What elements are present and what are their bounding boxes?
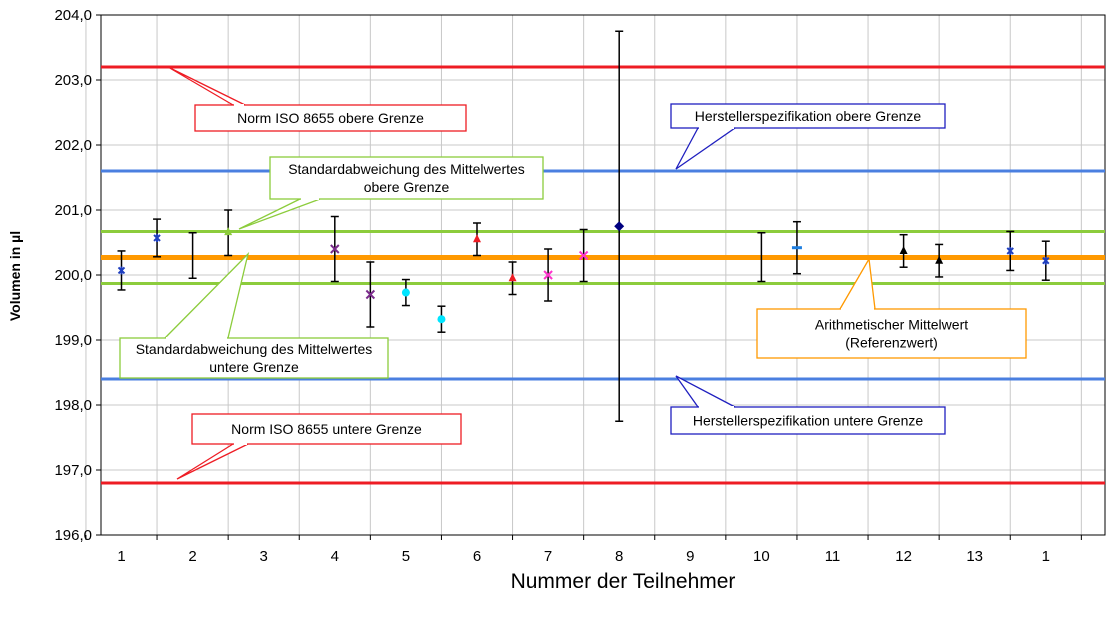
x-tick-label: 8 [615,548,623,565]
callouts: Norm ISO 8655 obere Grenze Norm ISO 8655 … [119,66,1027,480]
data-point [188,232,197,279]
callout-pointer [238,198,321,230]
marker-triangle [473,234,481,243]
marker-star [153,233,161,242]
callout-box [670,103,946,129]
marker-circle [401,288,410,297]
callout-text: Herstellerspezifikation untere Grenze [693,413,924,429]
marker-diamond [614,221,625,232]
callout-mittel: Arithmetischer Mittelwert (Referenzwert) [756,256,1027,359]
data-point [117,250,126,291]
callout-sd_unten: Standardabweichung des Mittelwertes unter… [119,251,389,379]
data-point [473,222,481,257]
callout-hs_oben: Herstellerspezifikation obere Grenze [670,103,946,170]
x-tick-label: 2 [188,548,196,565]
callout-text: Arithmetischer Mittelwert [815,317,968,333]
callout-sd_oben: Standardabweichung des Mittelwertes obere… [238,156,544,230]
callout-text: Norm ISO 8655 untere Grenze [231,421,422,437]
y-tick-label: 204,0 [54,7,92,24]
x-tick-label: 5 [402,548,410,565]
marker-circle [437,315,446,324]
callout-text: Herstellerspezifikation obere Grenze [695,108,922,124]
data-point [153,218,162,258]
data-point [935,243,944,278]
data-point [224,209,233,257]
marker-star [117,266,126,275]
y-tick-label: 199,0 [54,332,92,349]
x-tick-label: 12 [895,548,912,565]
y-tick-label: 200,0 [54,267,92,284]
x-tick-label: 13 [966,548,983,565]
callout-iso_oben: Norm ISO 8655 obere Grenze [167,66,467,132]
y-tick-label: 197,0 [54,462,92,479]
reference-lines [101,65,1105,485]
data-point [578,228,589,283]
callout-pointer [176,443,249,480]
marker-x [365,289,376,300]
y-tick-label: 203,0 [54,72,92,89]
callout-box [119,337,389,379]
data-point [1006,230,1015,272]
data-point [401,278,410,307]
data-point [508,261,517,296]
data-point [614,30,625,422]
y-tick-label: 198,0 [54,397,92,414]
y-axis-title: Volumen in µl [7,231,23,321]
callout-pointer [167,66,246,106]
callout-text: (Referenzwert) [845,335,938,351]
x-axis-title: Nummer der Teilnehmer [511,570,736,593]
x-tick-label: 4 [331,548,339,565]
data-point [757,232,766,283]
data-point [543,248,553,302]
callout-box [670,406,946,435]
marker-x [330,244,340,254]
callout-text: untere Grenze [209,359,299,375]
marker-x [543,270,553,280]
y-tick-label: 202,0 [54,137,92,154]
callout-iso_unten: Norm ISO 8655 untere Grenze [176,413,462,480]
data-point [791,220,802,275]
x-tick-label: 10 [753,548,770,565]
marker-star [1042,256,1050,265]
callout-hs_unten: Herstellerspezifikation untere Grenze [670,375,946,435]
marker-triangle [508,273,517,282]
data-points [117,30,1050,422]
x-tick-label: 1 [1042,548,1050,565]
marker-triangle [899,245,908,254]
callout-text: Standardabweichung des Mittelwertes [136,341,373,357]
y-tick-label: 201,0 [54,202,92,219]
x-tick-label: 6 [473,548,481,565]
x-tick-label: 3 [260,548,268,565]
data-point [437,305,446,333]
callout-text: Norm ISO 8655 obere Grenze [237,110,424,126]
data-point [899,233,908,268]
x-tick-label: 1 [117,548,125,565]
callout-pointer [163,251,250,339]
data-point [1041,240,1050,281]
x-tick-label: 9 [686,548,694,565]
x-tick-label: 7 [544,548,552,565]
callout-box [269,156,544,200]
callout-text: obere Grenze [364,179,450,195]
y-tick-label: 196,0 [54,527,92,544]
callout-box [194,104,467,132]
plot-frame [100,14,1106,536]
callout-box [756,308,1027,359]
x-tick-label: 11 [825,548,841,565]
marker-triangle [935,255,944,264]
axes: 196,0 197,0 198,0 199,0 200,0 201,0 202,0 203,0… [54,7,1106,565]
marker-triangle [224,227,233,236]
callout-text: Standardabweichung des Mittelwertes [288,161,525,177]
marker-star [1006,246,1014,255]
callout-box [191,413,462,445]
marker-x [578,250,589,261]
data-point [330,215,340,283]
data-point [365,261,376,328]
